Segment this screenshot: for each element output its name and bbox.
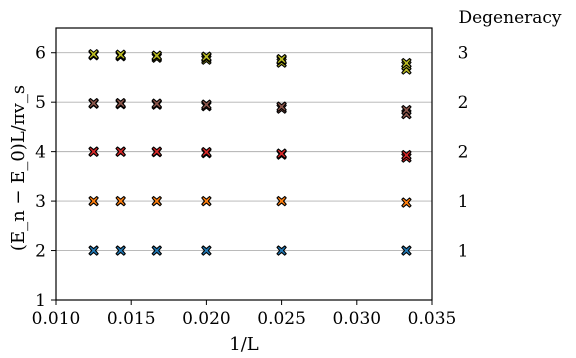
x-axis-label: 1/L <box>229 334 259 355</box>
y-tick-label: 4 <box>35 143 46 163</box>
degeneracy-values: 1 1 2 2 3 <box>458 44 469 262</box>
x-tick-label: 0.035 <box>408 309 457 329</box>
data-point <box>88 195 99 207</box>
data-point <box>151 146 162 157</box>
x-tick-label: 0.010 <box>32 309 81 329</box>
data-point <box>115 146 126 157</box>
data-point <box>88 49 99 60</box>
y-tick-label: 1 <box>35 291 46 311</box>
data-point <box>276 54 287 65</box>
data-point <box>276 101 287 112</box>
data-point <box>151 50 162 61</box>
data-point <box>401 57 412 69</box>
degeneracy-header: Degeneracy <box>458 8 561 28</box>
data-point <box>401 197 412 208</box>
data-point <box>201 195 212 207</box>
x-tick-label: 0.030 <box>332 309 381 329</box>
y-tick-label: 6 <box>35 44 46 64</box>
x-tick-label: 0.020 <box>182 309 231 329</box>
data-point <box>201 146 212 158</box>
data-point <box>88 98 99 109</box>
data-point <box>201 99 212 110</box>
data-point <box>276 148 287 159</box>
degeneracy-value: 2 <box>458 143 469 163</box>
grid-lines <box>56 52 432 251</box>
degeneracy-value: 2 <box>458 93 469 113</box>
degeneracy-value: 3 <box>458 44 469 64</box>
data-point <box>201 245 212 256</box>
tick-labels: 1 2 3 4 5 6 0.010 0.015 0.020 0.025 0.030 0.035 <box>32 44 457 329</box>
data-point <box>115 195 126 207</box>
y-tick-label: 3 <box>35 192 46 212</box>
degeneracy-value: 1 <box>458 242 469 262</box>
data-point <box>88 146 99 157</box>
data-point <box>115 98 126 109</box>
y-tick-label: 2 <box>35 242 46 262</box>
data-point <box>276 195 287 207</box>
data-point <box>276 245 287 256</box>
data-point <box>151 195 162 207</box>
data-point <box>115 49 126 60</box>
x-tick-label: 0.015 <box>107 309 156 329</box>
data-point <box>88 245 99 256</box>
data-point <box>401 104 412 116</box>
data-point <box>151 245 162 256</box>
data-points <box>88 49 412 256</box>
data-point <box>201 51 212 62</box>
data-point <box>115 245 126 256</box>
y-axis-label: (E_n − E_0)L/πv_s <box>8 85 29 251</box>
x-tick-label: 0.025 <box>257 309 306 329</box>
data-point <box>401 245 412 256</box>
degeneracy-value: 1 <box>458 192 469 212</box>
y-tick-label: 5 <box>35 93 46 113</box>
plot-frame <box>55 27 433 301</box>
axis-ticks <box>51 52 433 305</box>
data-point <box>151 98 162 109</box>
data-point <box>401 149 412 161</box>
